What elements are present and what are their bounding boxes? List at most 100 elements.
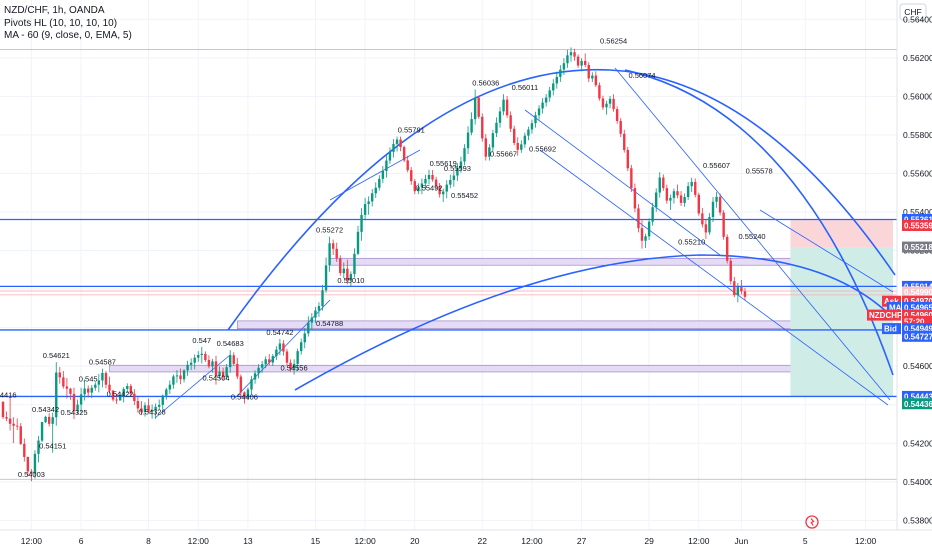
trend-arcs-and-lines[interactable] (0, 49, 897, 480)
time-tick-label: 20 (410, 536, 420, 546)
candle-body (541, 102, 544, 109)
candle (58, 366, 61, 384)
take-profit-area[interactable] (790, 247, 893, 397)
candle (701, 207, 704, 228)
trend-line[interactable] (614, 67, 891, 401)
candle (520, 140, 523, 153)
trend-line[interactable] (539, 149, 889, 406)
pivot-label: 0.54342 (32, 405, 59, 414)
candle (541, 98, 544, 114)
tradingview-logo-icon[interactable] (805, 515, 819, 529)
candle-body (186, 364, 189, 371)
candle-body (534, 115, 537, 124)
candle-body (598, 85, 601, 99)
candle-body (530, 123, 534, 130)
candle (62, 371, 65, 389)
trend-line[interactable] (154, 354, 231, 419)
candle-body (683, 196, 686, 203)
candle (285, 348, 289, 366)
stop-loss-area[interactable] (790, 219, 893, 248)
candle (133, 389, 136, 406)
candle-body (420, 183, 424, 188)
price-badge: 0.55359 (902, 219, 932, 231)
candle (718, 193, 722, 216)
candle-body (463, 148, 466, 162)
candle (253, 370, 257, 384)
candle (683, 193, 686, 207)
candle-body (40, 422, 44, 441)
candle (339, 255, 342, 276)
legend-pivots-indicator[interactable]: Pivots HL (10, 10, 10, 10) (4, 18, 117, 29)
zone-rect (329, 257, 827, 266)
horizontal-levels[interactable] (0, 218, 897, 398)
candle-body (257, 367, 260, 374)
candle (218, 366, 221, 380)
candle (470, 112, 473, 136)
candle-body (129, 386, 132, 394)
candle (580, 58, 583, 72)
candle-body (115, 399, 118, 401)
pivot-labels: 0.54416 0.54342 0.54003 0.54151 0.54621 0.543… (0, 36, 773, 479)
candle-body (211, 361, 214, 367)
candle (615, 106, 619, 124)
candle (445, 180, 448, 199)
candle-body (371, 193, 374, 202)
candle-body (647, 221, 651, 237)
candle-body (83, 388, 86, 395)
price-axis[interactable]: CHF 0.56400 0.56200 0.56000 0.55800 0.55600 0… (867, 0, 932, 530)
arc-drawing[interactable] (624, 69, 894, 376)
price-badge: 0.55218 (902, 241, 932, 253)
legend-ma-indicator[interactable]: MA - 60 (9, close, 0, EMA, 5) (4, 30, 132, 41)
long-short-position-tool[interactable] (790, 219, 893, 397)
time-axis[interactable]: 12:00 6 8 12:00 13 15 12:00 20 22 12:00 27 29 12:00 J… (0, 529, 932, 546)
candle-body (189, 362, 193, 365)
candle-body (672, 191, 676, 198)
candle-body (644, 236, 647, 241)
candle-body (47, 416, 51, 424)
candle (197, 351, 200, 362)
candle (704, 219, 708, 239)
candle (65, 377, 69, 399)
candle (555, 71, 558, 89)
candle (324, 257, 328, 293)
legend-symbol[interactable]: NZD/CHF, 1h, OANDA (4, 5, 105, 16)
candle-body (1, 401, 5, 418)
candle-body (118, 395, 122, 401)
candle-body (385, 160, 388, 171)
price-badge: 0.54436 (902, 398, 932, 410)
candle (481, 113, 484, 142)
candle (246, 387, 250, 401)
candle-body (733, 281, 736, 296)
candle (420, 178, 424, 195)
candle (395, 136, 399, 152)
candle-body (51, 417, 54, 424)
candle-body (722, 212, 725, 237)
price-badge-text: 0.55218 (904, 243, 932, 252)
price-badge-bg (902, 330, 932, 342)
candle (1, 401, 5, 419)
trend-line[interactable] (759, 209, 894, 293)
candle (644, 233, 647, 249)
price-badge-text: 0.54960 (904, 311, 932, 320)
candle-body (87, 388, 90, 393)
arc-drawing[interactable] (294, 254, 894, 391)
candle-body (491, 133, 495, 148)
trend-line[interactable] (524, 109, 721, 256)
candle-body (381, 170, 385, 179)
pivot-label: 0.55593 (444, 164, 471, 173)
currency-button[interactable] (899, 3, 927, 21)
candle (417, 183, 420, 195)
candle (154, 403, 157, 419)
candle-body (65, 386, 69, 389)
candle (47, 413, 51, 427)
candle-body (136, 401, 140, 409)
candle-body (630, 168, 633, 189)
candle (427, 169, 431, 185)
pivot-label: 0.54683 (217, 339, 244, 348)
candle-body (658, 177, 661, 193)
arc-drawing[interactable] (227, 68, 896, 331)
candle (321, 284, 324, 311)
candle (111, 389, 115, 402)
